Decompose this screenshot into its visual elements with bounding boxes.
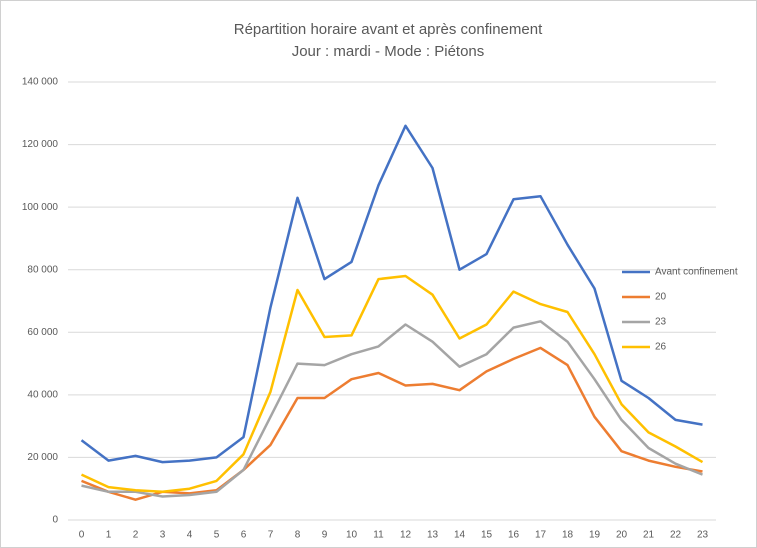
x-tick-label: 12 <box>400 530 412 541</box>
series-line <box>81 346 703 501</box>
x-tick-label: 11 <box>373 530 384 541</box>
x-tick-label: 6 <box>241 530 247 541</box>
legend-label: 20 <box>655 292 667 303</box>
legend-label: Avant confinement <box>655 267 738 278</box>
chart-subtitle: Jour : mardi - Mode : Piétons <box>292 43 485 60</box>
x-tick-label: 19 <box>589 530 601 541</box>
x-tick-label: 23 <box>697 530 709 541</box>
x-tick-label: 2 <box>133 530 139 541</box>
y-tick-label: 0 <box>52 515 58 526</box>
x-tick-label: 17 <box>535 530 547 541</box>
x-tick-label: 9 <box>322 530 328 541</box>
series-line <box>80 274 704 494</box>
series-line <box>81 320 703 498</box>
legend-label: 23 <box>655 317 667 328</box>
x-tick-label: 15 <box>481 530 493 541</box>
series-line <box>80 124 703 464</box>
y-tick-label: 120 000 <box>22 139 59 150</box>
x-tick-label: 10 <box>346 530 358 541</box>
x-tick-label: 21 <box>643 530 655 541</box>
x-tick-label: 13 <box>427 530 439 541</box>
x-tick-label: 5 <box>214 530 220 541</box>
x-tick-label: 14 <box>454 530 466 541</box>
x-tick-label: 20 <box>616 530 628 541</box>
legend-label: 26 <box>655 342 667 353</box>
x-tick-label: 4 <box>187 530 193 541</box>
x-tick-label: 22 <box>670 530 682 541</box>
x-tick-label: 0 <box>79 530 85 541</box>
x-tick-label: 18 <box>562 530 574 541</box>
y-tick-label: 100 000 <box>22 202 59 213</box>
x-tick-label: 16 <box>508 530 520 541</box>
y-tick-label: 60 000 <box>27 327 58 338</box>
y-tick-label: 20 000 <box>27 452 58 463</box>
chart-title: Répartition horaire avant et après confi… <box>234 21 543 38</box>
x-tick-label: 8 <box>295 530 301 541</box>
x-tick-label: 7 <box>268 530 274 541</box>
y-tick-label: 140 000 <box>22 77 59 88</box>
x-tick-label: 3 <box>160 530 166 541</box>
y-tick-label: 80 000 <box>27 264 58 275</box>
x-tick-label: 1 <box>106 530 112 541</box>
y-tick-label: 40 000 <box>27 389 58 400</box>
